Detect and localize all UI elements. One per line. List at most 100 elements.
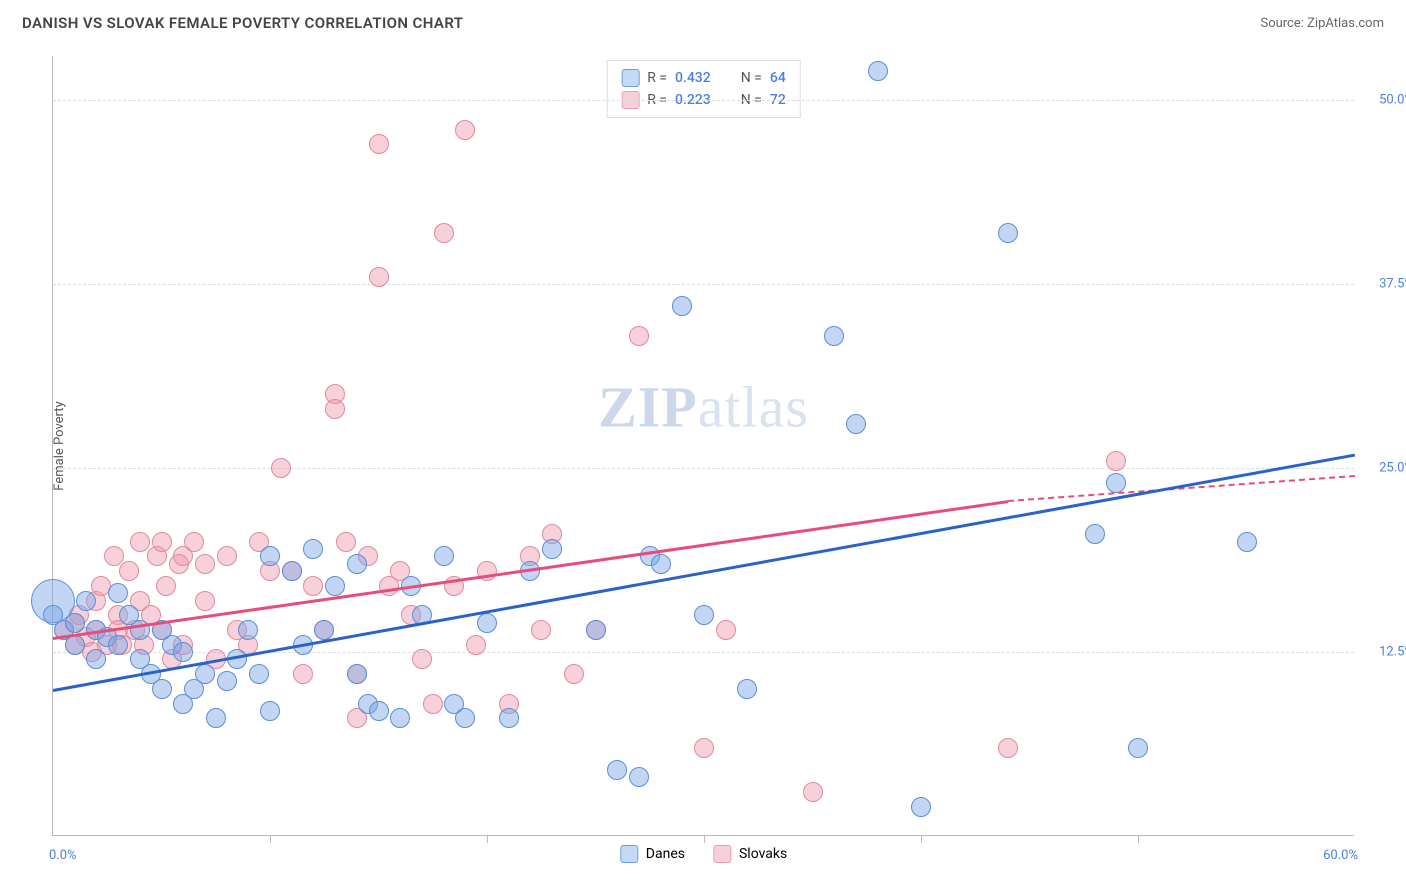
data-point-slovaks	[694, 738, 714, 758]
data-point-danes	[434, 546, 454, 566]
data-point-slovaks	[195, 591, 215, 611]
data-point-danes	[651, 554, 671, 574]
data-point-danes	[195, 664, 215, 684]
data-point-danes	[1128, 738, 1148, 758]
data-point-slovaks	[564, 664, 584, 684]
trend-line	[53, 453, 1356, 691]
gridline	[53, 284, 1354, 285]
data-point-danes	[260, 546, 280, 566]
data-point-slovaks	[119, 561, 139, 581]
series-legend-item-danes: Danes	[620, 845, 685, 863]
data-point-slovaks	[293, 664, 313, 684]
gridline	[53, 100, 1354, 101]
data-point-danes	[1085, 524, 1105, 544]
data-point-danes	[737, 679, 757, 699]
trend-line	[1008, 475, 1355, 502]
x-tick	[704, 835, 705, 843]
data-point-danes	[65, 613, 85, 633]
y-tick-label: 12.5%	[1362, 645, 1406, 660]
data-point-danes	[369, 701, 389, 721]
y-axis-title: Female Poverty	[52, 401, 67, 490]
legend-n-value: 64	[770, 70, 786, 86]
data-point-slovaks	[130, 532, 150, 552]
data-point-danes	[629, 767, 649, 787]
data-point-danes	[998, 223, 1018, 243]
data-point-danes	[672, 296, 692, 316]
x-axis-max-label: 60.0%	[1323, 848, 1358, 863]
data-point-danes	[694, 605, 714, 625]
data-point-slovaks	[336, 532, 356, 552]
data-point-danes	[260, 701, 280, 721]
data-point-danes	[607, 760, 627, 780]
data-point-danes	[1237, 532, 1257, 552]
data-point-danes	[325, 576, 345, 596]
data-point-danes	[824, 326, 844, 346]
watermark: ZIPatlas	[598, 373, 809, 440]
series-legend: Danes Slovaks	[620, 845, 787, 863]
data-point-danes	[542, 539, 562, 559]
data-point-danes	[1106, 473, 1126, 493]
legend-r-label: R =	[647, 70, 667, 86]
data-point-danes	[249, 664, 269, 684]
data-point-danes	[282, 561, 302, 581]
data-point-danes	[390, 708, 410, 728]
data-point-danes	[108, 583, 128, 603]
data-point-danes	[347, 554, 367, 574]
data-point-slovaks	[195, 554, 215, 574]
data-point-danes	[86, 649, 106, 669]
data-point-danes	[314, 620, 334, 640]
x-tick	[270, 835, 271, 843]
data-point-slovaks	[423, 694, 443, 714]
data-point-danes	[152, 679, 172, 699]
data-point-slovaks	[434, 223, 454, 243]
data-point-danes	[76, 591, 96, 611]
series-label: Slovaks	[739, 846, 787, 862]
chart-title: DANISH VS SLOVAK FEMALE POVERTY CORRELAT…	[22, 14, 463, 32]
x-axis-min-label: 0.0%	[49, 848, 77, 863]
data-point-slovaks	[184, 532, 204, 552]
data-point-slovaks	[998, 738, 1018, 758]
data-point-danes	[217, 671, 237, 691]
data-point-slovaks	[156, 576, 176, 596]
data-point-danes	[911, 797, 931, 817]
data-point-danes	[586, 620, 606, 640]
data-point-danes	[868, 61, 888, 81]
data-point-slovaks	[325, 399, 345, 419]
data-point-slovaks	[271, 458, 291, 478]
data-point-danes	[173, 642, 193, 662]
y-tick-label: 25.0%	[1362, 461, 1406, 476]
data-point-slovaks	[1106, 451, 1126, 471]
legend-r-value: 0.432	[675, 70, 711, 86]
data-point-slovaks	[303, 576, 323, 596]
data-point-danes	[303, 539, 323, 559]
data-point-slovaks	[412, 649, 432, 669]
data-point-danes	[477, 613, 497, 633]
legend-swatch	[621, 69, 639, 87]
data-point-slovaks	[629, 326, 649, 346]
series-legend-item-slovaks: Slovaks	[713, 845, 787, 863]
correlation-legend: R = 0.432N = 64R = 0.223N = 72	[606, 60, 801, 118]
data-point-slovaks	[716, 620, 736, 640]
data-point-danes	[846, 414, 866, 434]
y-tick-label: 50.0%	[1362, 93, 1406, 108]
series-label: Danes	[646, 846, 685, 862]
data-point-slovaks	[803, 782, 823, 802]
trend-line	[53, 500, 1008, 639]
data-point-slovaks	[152, 532, 172, 552]
x-tick	[921, 835, 922, 843]
source-label: Source: ZipAtlas.com	[1260, 16, 1384, 31]
chart-plot-area: Female Poverty ZIPatlas 0.0% 60.0% R = 0…	[52, 56, 1354, 836]
x-tick	[1138, 835, 1139, 843]
data-point-danes	[455, 708, 475, 728]
y-tick-label: 37.5%	[1362, 277, 1406, 292]
data-point-slovaks	[455, 120, 475, 140]
data-point-slovaks	[369, 134, 389, 154]
legend-swatch	[713, 845, 731, 863]
gridline	[53, 468, 1354, 469]
data-point-danes	[499, 708, 519, 728]
data-point-slovaks	[369, 267, 389, 287]
legend-swatch	[620, 845, 638, 863]
data-point-danes	[206, 708, 226, 728]
data-point-slovaks	[531, 620, 551, 640]
data-point-slovaks	[217, 546, 237, 566]
